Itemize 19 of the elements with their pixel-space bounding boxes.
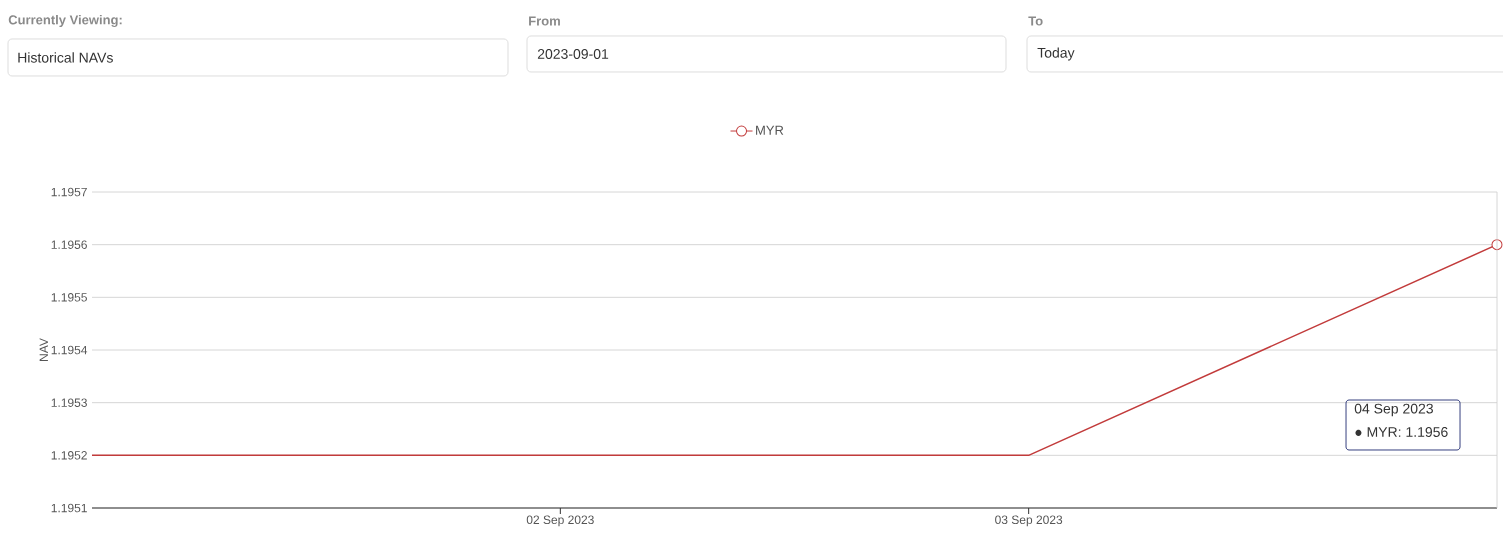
y-tick-label: 1.1954 xyxy=(51,345,88,355)
text: Today xyxy=(1037,47,1075,61)
y-axis-title: NAV xyxy=(39,338,48,361)
annotation: ● MYR: 1.1956 xyxy=(1355,427,1448,437)
y-tick-label: 1.1953 xyxy=(51,398,87,407)
text: 2023-09-01 xyxy=(537,49,609,59)
text: Currently Viewing: xyxy=(8,14,122,28)
y-tick-label: 1.1955 xyxy=(51,293,87,302)
y-tick-label: 1.1956 xyxy=(51,240,87,249)
y-tick-label: 1.1951 xyxy=(51,503,87,513)
text: To xyxy=(1028,16,1043,26)
legend-label: MYR xyxy=(756,125,784,135)
x-tick-label: 02 Sep 2023 xyxy=(526,515,594,527)
y-tick-label: 1.1957 xyxy=(51,187,87,197)
text: From xyxy=(529,16,560,26)
text: Historical NAVs xyxy=(18,52,113,63)
annotation: 04 Sep 2023 xyxy=(1354,403,1433,417)
y-tick-label: 1.1952 xyxy=(51,451,87,460)
x-tick-label: 03 Sep 2023 xyxy=(995,515,1063,527)
